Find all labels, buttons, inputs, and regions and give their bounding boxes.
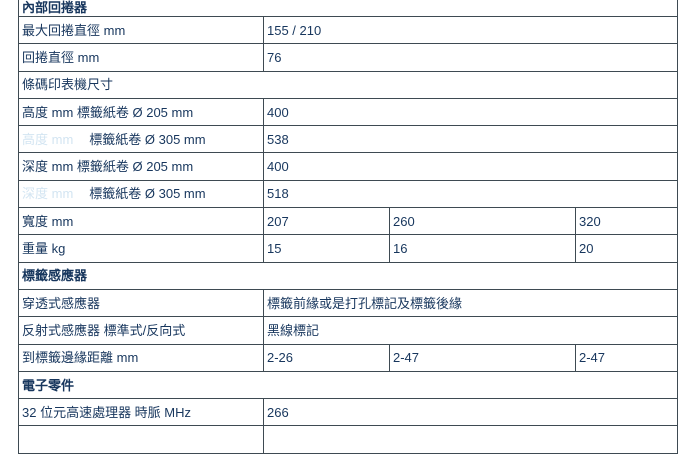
spec-row: 高度 mm 標籤紙卷 Ø 305 mm 538 xyxy=(18,125,679,154)
section-title: 標籤感應器 xyxy=(17,261,679,290)
section-row-label-sensor: 標籤感應器 xyxy=(17,261,679,290)
section-row-internal-rewinder: 內部回捲器 xyxy=(17,0,679,17)
label-cell: 32 位元高速處理器 時脈 MHz xyxy=(18,398,264,427)
spec-row: 重量 kg 15 16 20 xyxy=(18,234,679,263)
value-cell: 155 / 210 xyxy=(262,15,679,45)
spec-sheet: 內部回捲器 最大回捲直徑 mm 155 / 210 回捲直徑 mm 76 條碼印… xyxy=(17,0,679,454)
value-cell: 207 xyxy=(263,207,390,236)
value-cell: 76 xyxy=(262,43,679,72)
value-cell: 538 xyxy=(262,125,679,154)
spec-row: 穿透式感應器 標籤前緣或是打孔標記及標籤後緣 xyxy=(18,288,679,318)
spec-row: 回捲直徑 mm 76 xyxy=(18,43,679,72)
spec-row xyxy=(18,425,679,454)
label-cell: 重量 kg xyxy=(18,234,264,263)
section-title: 電子零件 xyxy=(17,370,679,400)
spec-row: 深度 mm 標籤紙卷 Ø 305 mm 518 xyxy=(18,179,679,209)
spec-row: 深度 mm 標籤紙卷 Ø 205 mm 400 xyxy=(18,152,679,181)
value-cell: 標籤前緣或是打孔標記及標籤後緣 xyxy=(262,288,679,318)
label-cell xyxy=(18,425,264,454)
ghost-label: 深度 mm xyxy=(22,186,74,202)
value-cell: 400 xyxy=(262,97,679,127)
label-cell: 穿透式感應器 xyxy=(18,288,264,318)
value-cell: 2-26 xyxy=(263,343,390,372)
section-title: 內部回捲器 xyxy=(17,0,679,17)
spec-row: 寬度 mm 207 260 320 xyxy=(18,207,679,236)
spec-row: 最大回捲直徑 mm 155 / 210 xyxy=(18,15,679,45)
spec-row: 32 位元高速處理器 時脈 MHz 266 xyxy=(18,398,679,427)
label-text: 標籤紙卷 Ø 305 mm xyxy=(89,131,206,147)
spec-row: 高度 mm 標籤紙卷 Ø 205 mm 400 xyxy=(18,97,679,127)
section-row-electronics: 電子零件 xyxy=(17,370,679,400)
label-cell: 反射式感應器 標準式/反向式 xyxy=(18,316,264,345)
section-title: 條碼印表機尺寸 xyxy=(17,70,679,99)
value-cell: 黑線標記 xyxy=(262,316,679,345)
label-cell: 最大回捲直徑 mm xyxy=(18,15,264,45)
spec-table: 內部回捲器 最大回捲直徑 mm 155 / 210 回捲直徑 mm 76 條碼印… xyxy=(17,0,679,454)
label-cell: 到標籤邊緣距離 mm xyxy=(18,343,264,372)
value-cell: 2-47 xyxy=(574,343,679,372)
value-cell: 400 xyxy=(262,152,679,181)
value-cell: 518 xyxy=(262,179,679,209)
value-cell: 15 xyxy=(263,234,390,263)
value-cell: 320 xyxy=(574,207,679,236)
value-cell: 2-47 xyxy=(389,343,576,372)
label-cell: 高度 mm 標籤紙卷 Ø 305 mm xyxy=(18,125,264,154)
label-cell: 回捲直徑 mm xyxy=(18,43,264,72)
value-cell xyxy=(262,425,679,454)
label-cell: 寬度 mm xyxy=(18,207,264,236)
label-cell: 深度 mm 標籤紙卷 Ø 205 mm xyxy=(18,152,264,181)
value-cell: 260 xyxy=(389,207,576,236)
label-text: 標籤紙卷 Ø 305 mm xyxy=(89,186,206,202)
label-cell: 深度 mm 標籤紙卷 Ø 305 mm xyxy=(18,179,264,209)
spec-row: 到標籤邊緣距離 mm 2-26 2-47 2-47 xyxy=(18,343,679,372)
value-cell: 20 xyxy=(574,234,679,263)
label-cell: 高度 mm 標籤紙卷 Ø 205 mm xyxy=(18,97,264,127)
spec-row: 反射式感應器 標準式/反向式 黑線標記 xyxy=(18,316,679,345)
section-row-printer-dimensions: 條碼印表機尺寸 xyxy=(17,70,679,99)
value-cell: 16 xyxy=(389,234,576,263)
value-cell: 266 xyxy=(262,398,679,427)
ghost-label: 高度 mm xyxy=(22,131,74,147)
